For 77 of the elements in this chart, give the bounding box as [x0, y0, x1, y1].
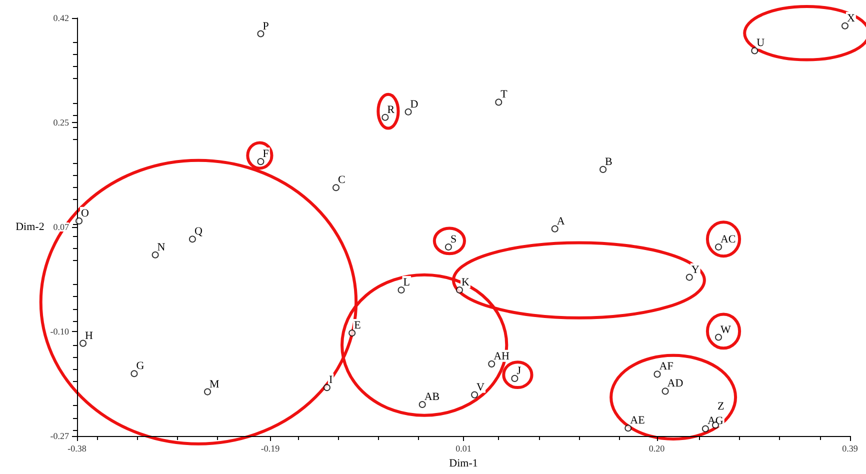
- annotation: AF: [659, 360, 674, 373]
- point: [444, 243, 452, 250]
- point: [702, 425, 709, 432]
- x-tick-label: -0.19: [260, 444, 280, 454]
- annotation: O: [81, 207, 90, 220]
- point: [398, 286, 405, 294]
- y-axis-title: Dim-2: [16, 221, 44, 233]
- annotation: T: [500, 88, 508, 101]
- point: [495, 98, 502, 106]
- annotation: X: [846, 12, 855, 24]
- y-tick-label: -0.10: [50, 326, 70, 336]
- annotation: AG: [707, 415, 724, 428]
- annotation: K: [461, 276, 470, 289]
- y-tick-label: -0.27: [50, 431, 70, 441]
- point: [511, 374, 518, 382]
- annotation: N: [157, 241, 166, 254]
- point: [257, 158, 264, 166]
- point: [841, 22, 848, 30]
- annotation: Q: [194, 226, 202, 238]
- x-tick-label: 0.01: [456, 444, 472, 454]
- annotation: Z: [717, 400, 724, 413]
- x-tick-label: -0.38: [68, 444, 87, 454]
- point: [624, 424, 632, 432]
- point: [404, 108, 412, 116]
- annotation: AD: [667, 378, 684, 390]
- annotation: P: [262, 20, 269, 32]
- point: [654, 370, 661, 378]
- point: [382, 114, 389, 121]
- x-axis-title: Dim-1: [449, 458, 478, 470]
- annotation: G: [136, 360, 144, 372]
- annotation: J: [516, 364, 522, 377]
- point: [188, 236, 196, 243]
- point: [686, 274, 693, 281]
- point: [332, 184, 340, 192]
- annotation: M: [210, 378, 220, 390]
- x-tick-label: 0.20: [648, 444, 666, 454]
- point: [130, 370, 138, 378]
- annotation: V: [476, 381, 485, 394]
- annotation: U: [756, 37, 765, 50]
- point: [80, 340, 87, 347]
- point: [204, 388, 212, 396]
- point: [714, 334, 722, 341]
- point: [600, 166, 607, 173]
- annotation: I: [328, 374, 333, 386]
- point: [152, 251, 159, 258]
- annotation: L: [403, 276, 410, 289]
- annotation: AB: [424, 391, 440, 403]
- point: [257, 30, 264, 38]
- annotation: AH: [494, 350, 510, 362]
- point: [551, 225, 558, 232]
- point: [471, 391, 478, 398]
- point: [456, 286, 463, 294]
- x-tick-label: 0.39: [842, 444, 858, 454]
- annotation: A: [556, 215, 565, 228]
- point: [751, 47, 758, 54]
- annotation: B: [605, 156, 612, 168]
- y-tick-label: 0.25: [53, 118, 70, 128]
- point: [662, 388, 669, 395]
- annotation: AC: [720, 233, 736, 246]
- y-tick-label: 0.42: [53, 13, 69, 23]
- annotation: W: [720, 324, 732, 336]
- annotation: S: [450, 233, 457, 246]
- annotation: F: [262, 148, 269, 160]
- point: [714, 243, 722, 250]
- annotation: R: [387, 104, 396, 116]
- point: [348, 330, 356, 337]
- annotation: Y: [691, 264, 700, 276]
- point: [488, 360, 496, 368]
- point: [76, 217, 83, 224]
- annotation: H: [85, 330, 94, 342]
- annotation: D: [410, 98, 418, 110]
- annotation: AE: [630, 414, 646, 427]
- point: [418, 401, 426, 408]
- y-tick-label: 0.07: [53, 222, 70, 232]
- annotation: C: [338, 174, 346, 186]
- point: [323, 384, 330, 392]
- annotation: E: [354, 320, 362, 332]
